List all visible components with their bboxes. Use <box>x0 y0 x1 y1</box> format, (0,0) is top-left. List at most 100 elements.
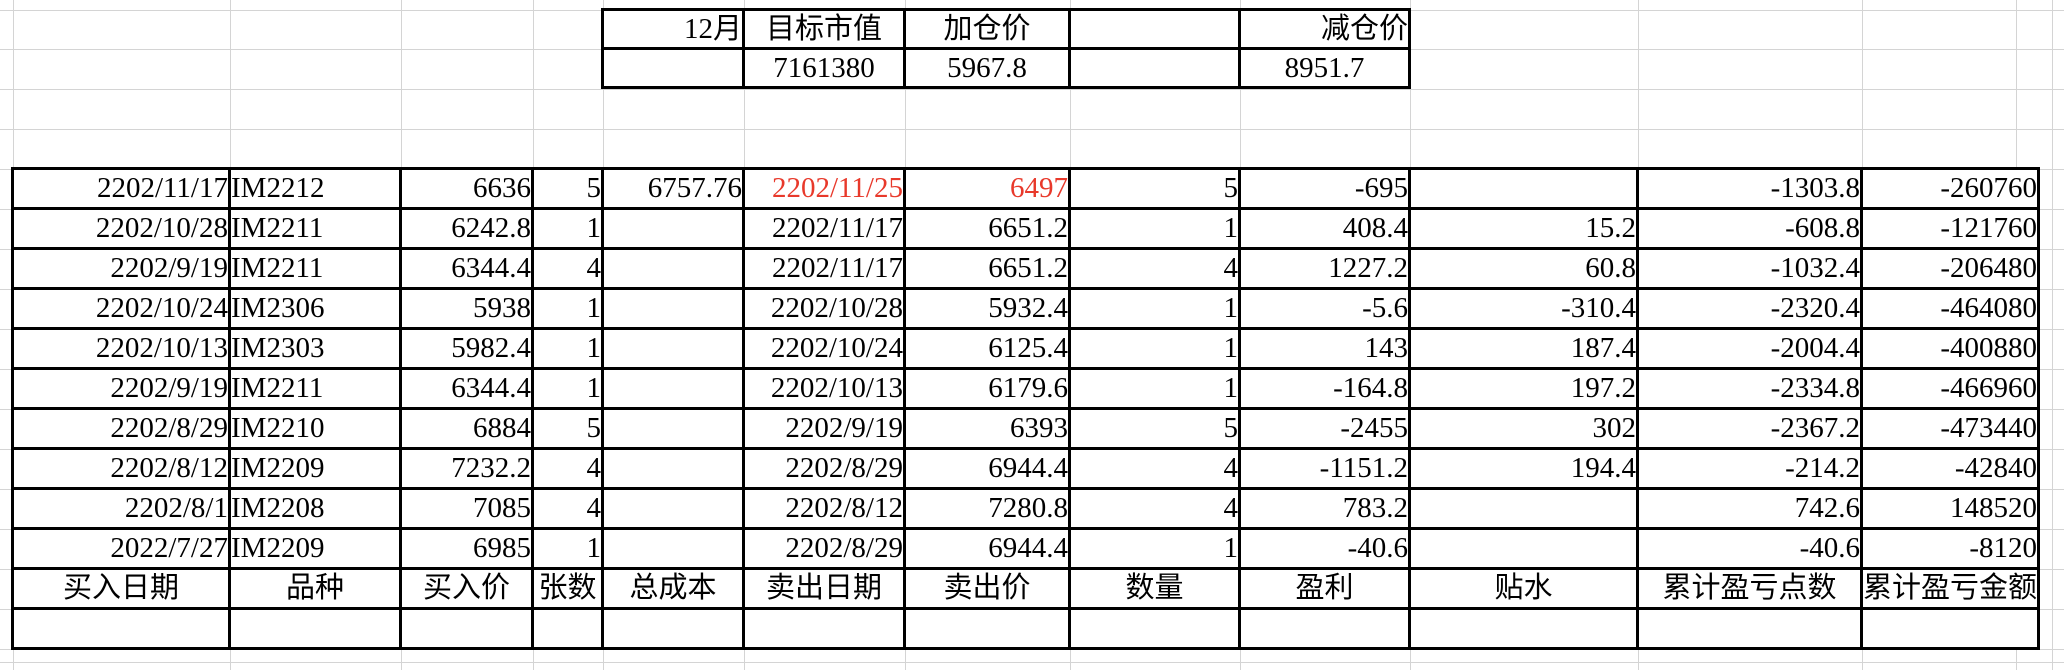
cell-r4c2[interactable]: IM2306 <box>228 287 402 330</box>
empty-cell[interactable] <box>1068 607 1241 650</box>
cell-r9c1[interactable]: 2202/8/1 <box>11 487 231 530</box>
empty-cell[interactable] <box>531 607 604 650</box>
cell-r7c10[interactable]: 302 <box>1408 407 1639 450</box>
cell-r5c12[interactable]: -400880 <box>1859 327 2041 370</box>
cell-r5c1[interactable]: 2202/10/13 <box>11 327 231 370</box>
summary-cell-month-value[interactable] <box>601 47 745 89</box>
cell-r8c1[interactable]: 2202/8/12 <box>11 447 231 490</box>
cell-r1c1[interactable]: 2202/11/17 <box>11 167 231 210</box>
cell-r6c11[interactable]: -2334.8 <box>1636 367 1863 410</box>
empty-cell[interactable] <box>742 607 906 650</box>
cell-r4c11[interactable]: -2320.4 <box>1636 287 1863 330</box>
cell-r3c10[interactable]: 60.8 <box>1408 247 1639 290</box>
header-cum-pnl-amount[interactable]: 累计盈亏金额 <box>1859 567 2041 610</box>
cell-r6c12[interactable]: -466960 <box>1859 367 2041 410</box>
summary-cell-target-value-label[interactable]: 目标市值 <box>742 8 906 50</box>
cell-r7c2[interactable]: IM2210 <box>228 407 402 450</box>
cell-r6c3[interactable]: 6344.4 <box>399 367 534 410</box>
cell-r3c8[interactable]: 4 <box>1068 247 1241 290</box>
header-sell-price[interactable]: 卖出价 <box>903 567 1071 610</box>
cell-r8c9[interactable]: -1151.2 <box>1238 447 1411 490</box>
cell-r9c7[interactable]: 7280.8 <box>903 487 1071 530</box>
cell-r2c1[interactable]: 2202/10/28 <box>11 207 231 250</box>
summary-cell-reduce-price-value[interactable]: 8951.7 <box>1238 47 1411 89</box>
header-cum-pnl-points[interactable]: 累计盈亏点数 <box>1636 567 1863 610</box>
cell-r10c1[interactable]: 2022/7/27 <box>11 527 231 570</box>
cell-r10c3[interactable]: 6985 <box>399 527 534 570</box>
cell-r7c6[interactable]: 2202/9/19 <box>742 407 906 450</box>
cell-r2c5[interactable] <box>601 207 745 250</box>
cell-r8c11[interactable]: -214.2 <box>1636 447 1863 490</box>
cell-r10c12[interactable]: -8120 <box>1859 527 2041 570</box>
header-buy-price[interactable]: 买入价 <box>399 567 534 610</box>
cell-r3c11[interactable]: -1032.4 <box>1636 247 1863 290</box>
cell-r9c9[interactable]: 783.2 <box>1238 487 1411 530</box>
cell-r1c7[interactable]: 6497 <box>903 167 1071 210</box>
cell-r3c2[interactable]: IM2211 <box>228 247 402 290</box>
cell-r6c10[interactable]: 197.2 <box>1408 367 1639 410</box>
cell-r8c7[interactable]: 6944.4 <box>903 447 1071 490</box>
empty-cell[interactable] <box>601 607 745 650</box>
cell-r6c8[interactable]: 1 <box>1068 367 1241 410</box>
cell-r7c1[interactable]: 2202/8/29 <box>11 407 231 450</box>
cell-r8c10[interactable]: 194.4 <box>1408 447 1639 490</box>
cell-r10c7[interactable]: 6944.4 <box>903 527 1071 570</box>
empty-cell[interactable] <box>228 607 402 650</box>
cell-r9c6[interactable]: 2202/8/12 <box>742 487 906 530</box>
cell-r8c4[interactable]: 4 <box>531 447 604 490</box>
cell-r4c1[interactable]: 2202/10/24 <box>11 287 231 330</box>
cell-r5c9[interactable]: 143 <box>1238 327 1411 370</box>
summary-cell-month[interactable]: 12月 <box>601 8 745 50</box>
header-buy-date[interactable]: 买入日期 <box>11 567 231 610</box>
cell-r2c7[interactable]: 6651.2 <box>903 207 1071 250</box>
cell-r10c9[interactable]: -40.6 <box>1238 527 1411 570</box>
cell-r1c4[interactable]: 5 <box>531 167 604 210</box>
cell-r4c6[interactable]: 2202/10/28 <box>742 287 906 330</box>
cell-r7c4[interactable]: 5 <box>531 407 604 450</box>
cell-r10c10[interactable] <box>1408 527 1639 570</box>
cell-r9c8[interactable]: 4 <box>1068 487 1241 530</box>
cell-r4c9[interactable]: -5.6 <box>1238 287 1411 330</box>
empty-cell[interactable] <box>11 607 231 650</box>
cell-r10c6[interactable]: 2202/8/29 <box>742 527 906 570</box>
header-quantity[interactable]: 数量 <box>1068 567 1241 610</box>
cell-r7c3[interactable]: 6884 <box>399 407 534 450</box>
cell-r1c3[interactable]: 6636 <box>399 167 534 210</box>
cell-r1c6[interactable]: 2202/11/25 <box>742 167 906 210</box>
header-total-cost[interactable]: 总成本 <box>601 567 745 610</box>
cell-r10c5[interactable] <box>601 527 745 570</box>
cell-r6c2[interactable]: IM2211 <box>228 367 402 410</box>
header-profit[interactable]: 盈利 <box>1238 567 1411 610</box>
cell-r5c5[interactable] <box>601 327 745 370</box>
cell-r4c5[interactable] <box>601 287 745 330</box>
empty-cell[interactable] <box>1859 607 2041 650</box>
empty-cell[interactable] <box>1238 607 1411 650</box>
cell-r9c11[interactable]: 742.6 <box>1636 487 1863 530</box>
cell-r8c12[interactable]: -42840 <box>1859 447 2041 490</box>
empty-cell[interactable] <box>903 607 1071 650</box>
cell-r10c2[interactable]: IM2209 <box>228 527 402 570</box>
cell-r4c4[interactable]: 1 <box>531 287 604 330</box>
cell-r2c12[interactable]: -121760 <box>1859 207 2041 250</box>
cell-r10c11[interactable]: -40.6 <box>1636 527 1863 570</box>
cell-r9c3[interactable]: 7085 <box>399 487 534 530</box>
cell-r7c7[interactable]: 6393 <box>903 407 1071 450</box>
cell-r5c2[interactable]: IM2303 <box>228 327 402 370</box>
empty-cell[interactable] <box>1636 607 1863 650</box>
empty-cell[interactable] <box>399 607 534 650</box>
cell-r9c12[interactable]: 148520 <box>1859 487 2041 530</box>
cell-r1c11[interactable]: -1303.8 <box>1636 167 1863 210</box>
cell-r6c5[interactable] <box>601 367 745 410</box>
cell-r4c7[interactable]: 5932.4 <box>903 287 1071 330</box>
cell-r8c3[interactable]: 7232.2 <box>399 447 534 490</box>
cell-r2c11[interactable]: -608.8 <box>1636 207 1863 250</box>
cell-r1c2[interactable]: IM2212 <box>228 167 402 210</box>
header-lots[interactable]: 张数 <box>531 567 604 610</box>
cell-r9c10[interactable] <box>1408 487 1639 530</box>
cell-r1c8[interactable]: 5 <box>1068 167 1241 210</box>
cell-r2c9[interactable]: 408.4 <box>1238 207 1411 250</box>
summary-cell-reduce-price-label[interactable]: 减仓价 <box>1238 8 1411 50</box>
cell-r5c10[interactable]: 187.4 <box>1408 327 1639 370</box>
cell-r2c10[interactable]: 15.2 <box>1408 207 1639 250</box>
cell-r1c9[interactable]: -695 <box>1238 167 1411 210</box>
